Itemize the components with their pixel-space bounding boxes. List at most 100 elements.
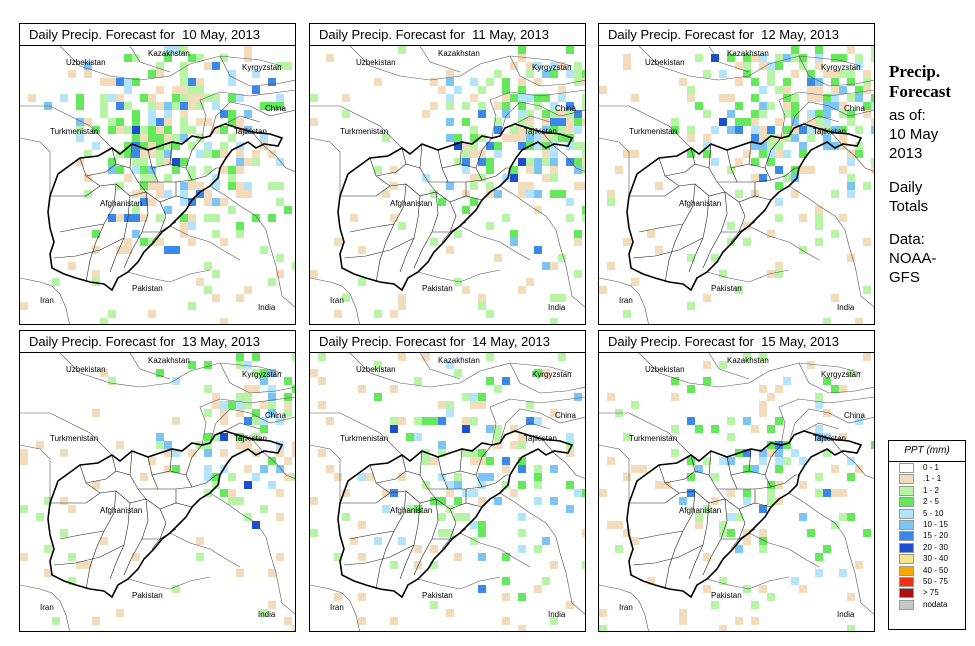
data-source-block: Data: NOAA- GFS (889, 230, 969, 287)
precip-cell (252, 409, 260, 417)
precip-cell (607, 393, 615, 401)
province-border (664, 183, 696, 283)
country-border (59, 46, 283, 81)
precip-cell (164, 441, 172, 449)
country-label-kyrgyzstan: Kyrgyzstan (242, 63, 282, 72)
precip-cell (326, 465, 334, 473)
precip-cell (180, 118, 188, 126)
precip-cell (518, 110, 526, 118)
precip-cell (446, 70, 454, 78)
precip-cell (196, 553, 204, 561)
province-border (142, 221, 177, 233)
precip-cell (228, 70, 236, 78)
precip-cell (196, 118, 204, 126)
precip-cell (148, 150, 156, 158)
precip-cell (220, 409, 228, 417)
precip-cell (791, 190, 799, 198)
precip-cell (100, 78, 108, 86)
precip-cell (727, 513, 735, 521)
precip-cell (550, 561, 558, 569)
precip-cell (599, 489, 607, 497)
precip-cell (767, 425, 775, 433)
legend-swatch (899, 588, 914, 599)
precip-cell (679, 609, 687, 617)
province-border (748, 444, 782, 476)
precip-cell (831, 521, 839, 529)
legend-item: .1 - 1 (889, 473, 965, 485)
precip-cell (775, 385, 783, 393)
precip-cell (623, 310, 631, 318)
precip-cell (204, 286, 212, 294)
precip-cell (582, 78, 585, 86)
precip-cell (188, 198, 196, 206)
country-label-turkmenistan: Turkmenistan (629, 127, 678, 136)
precip-cell (132, 78, 140, 86)
precip-cell (767, 62, 775, 70)
country-border (219, 55, 295, 87)
precip-cell (526, 70, 534, 78)
precip-cell (358, 617, 366, 625)
precip-cell (863, 110, 871, 118)
precip-cell (639, 465, 647, 473)
precip-cell (132, 230, 140, 238)
precip-cell (775, 214, 783, 222)
precip-cell (204, 449, 212, 457)
precip-cell (228, 166, 236, 174)
country-border (20, 277, 70, 324)
precip-cell (212, 214, 220, 222)
country-border (349, 353, 573, 388)
precip-cell (60, 94, 68, 102)
province-border (764, 167, 799, 181)
precip-cell (719, 361, 727, 369)
province-border (664, 163, 696, 177)
province-border (730, 508, 746, 550)
precip-cell (751, 142, 759, 150)
precip-cell (180, 134, 188, 142)
precip-cell (470, 78, 478, 86)
precip-cells (20, 353, 295, 631)
precip-cell (318, 377, 326, 385)
legend-item: > 75 (889, 587, 965, 599)
country-border (349, 46, 573, 81)
precip-cell (534, 206, 542, 214)
precip-cell (727, 457, 735, 465)
precip-cell (164, 118, 172, 126)
precip-cell (124, 174, 132, 182)
precip-cell (486, 377, 494, 385)
precip-cell (244, 286, 252, 294)
precip-cell (807, 110, 815, 118)
precip-cell (140, 134, 148, 142)
precip-cell (236, 393, 244, 401)
precip-cell (430, 417, 438, 425)
precip-cell (607, 262, 615, 270)
country-border (129, 46, 171, 73)
precip-cell (799, 246, 807, 254)
precip-cell (188, 238, 196, 246)
precip-cell (751, 174, 759, 182)
precip-cell (518, 513, 526, 521)
precip-cell (374, 310, 382, 318)
precip-cell (767, 497, 775, 505)
precip-cell (28, 94, 36, 102)
precip-cell (140, 142, 148, 150)
precip-cell (236, 441, 244, 449)
precip-cell (607, 198, 615, 206)
precip-cell (20, 505, 28, 513)
precip-cell (212, 473, 220, 481)
precip-cell (236, 94, 244, 102)
country-label-afghanistan: Afghanistan (679, 199, 722, 208)
precip-cell (735, 190, 743, 198)
precip-cell (711, 158, 719, 166)
precip-cell (518, 94, 526, 102)
precip-cell (100, 318, 108, 324)
precip-cell (510, 126, 518, 134)
precip-cell (823, 134, 831, 142)
country-label-kyrgyzstan: Kyrgyzstan (532, 63, 572, 72)
precip-cell (831, 465, 839, 473)
province-border (726, 141, 752, 169)
precip-cell (124, 54, 132, 62)
forecast-panel-6: Daily Precip. Forecast for 15 May, 2013 U… (598, 330, 875, 632)
precip-cell (390, 166, 398, 174)
legend-swatch (899, 542, 914, 553)
precip-cell (518, 118, 526, 126)
